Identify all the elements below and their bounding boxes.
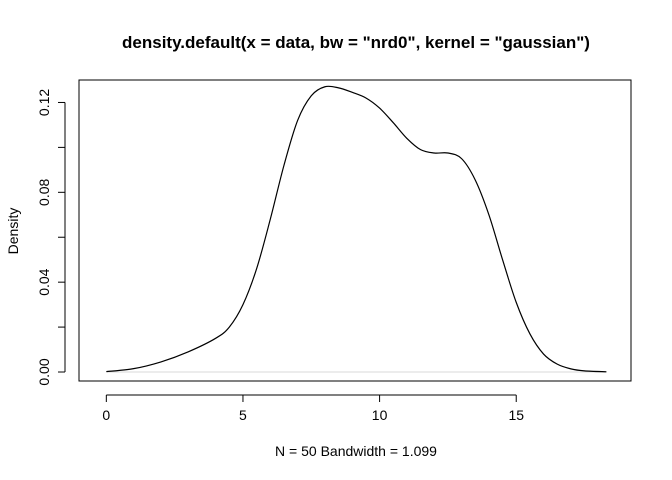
y-axis: 0.00 0.04 0.08 0.12 xyxy=(36,89,66,386)
x-tick-label: 10 xyxy=(372,407,388,423)
y-tick-label: 0.04 xyxy=(36,268,52,295)
density-curve xyxy=(106,85,607,373)
x-tick-label: 0 xyxy=(102,407,110,423)
y-tick-label: 0.08 xyxy=(36,178,52,205)
chart-title: density.default(x = data, bw = "nrd0", k… xyxy=(122,33,590,52)
plot-frame xyxy=(78,79,632,382)
x-axis-label: N = 50 Bandwidth = 1.099 xyxy=(275,443,437,459)
x-tick-label: 15 xyxy=(508,407,524,423)
y-tick-label: 0.12 xyxy=(36,89,52,116)
y-axis-label: Density xyxy=(5,208,21,255)
x-axis: 0 5 10 15 xyxy=(102,394,524,423)
y-tick-label: 0.00 xyxy=(36,358,52,385)
x-tick-label: 5 xyxy=(239,407,247,423)
